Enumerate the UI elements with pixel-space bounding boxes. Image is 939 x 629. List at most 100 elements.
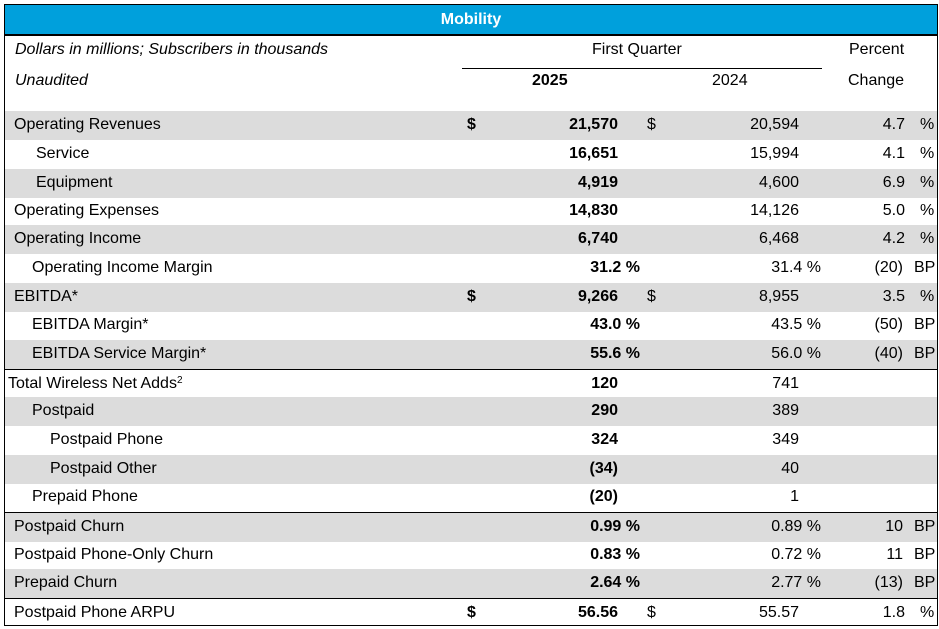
dollar-sign-2025: $ [467,288,476,306]
row-label: EBITDA Margin* [32,316,149,334]
value-2024: 2.77 % [771,574,821,592]
percent-change: 11 [886,546,903,564]
row-label: Service [36,145,90,163]
dollar-sign-2025: $ [467,116,476,134]
change-header-line2: Change [848,72,905,89]
value-2024: 8,955 [758,288,799,306]
value-2025: 21,570 [569,116,618,134]
value-2025: (34) [589,460,618,478]
percent-change: 10 [885,518,903,536]
row-operating-income-margin: Operating Income Margin 31.2 % 31.4 % (2… [5,254,937,283]
table-title: Mobility [5,5,937,36]
unaudited-note: Unaudited [15,72,88,89]
period-underline [462,68,822,69]
change-unit: % [920,230,935,248]
percent-change: (50) [874,316,903,334]
percent-change: 5.0 [882,202,905,220]
value-2024: 40 [781,460,799,478]
value-2024: 31.4 % [771,259,821,277]
row-postpaid: Postpaid 290 389 [5,397,937,426]
value-2024: 0.89 % [771,518,821,536]
value-2025: (20) [589,488,618,506]
value-2024: 389 [772,402,799,420]
change-unit: BP [914,574,936,592]
value-2024: 4,600 [758,174,799,192]
row-postpaid-phone: Postpaid Phone 324 349 [5,426,937,455]
row-label: Operating Income [14,230,142,248]
value-2025: 2.64 % [590,574,640,592]
value-2024: 15,994 [750,145,799,163]
row-label: EBITDA* [14,288,79,306]
value-2025: 55.6 % [590,345,640,363]
change-unit: % [920,145,935,163]
row-postpaid-phone-only-churn: Postpaid Phone-Only Churn 0.83 % 0.72 % … [5,541,937,570]
row-label: Postpaid Churn [14,518,125,536]
value-2025: 16,651 [569,145,618,163]
row-operating-income: Operating Income 6,740 6,468 4.2 % [5,225,937,254]
value-2024: 43.5 % [771,316,821,334]
value-2025: 9,266 [577,288,618,306]
value-2024: 349 [772,431,799,449]
footnote-marker: 2 [176,375,183,387]
value-2025: 43.0 % [590,316,640,334]
row-ebitda-service-margin: EBITDA Service Margin* 55.6 % 56.0 % (40… [5,340,937,369]
value-2025: 0.83 % [590,546,640,564]
row-label: Prepaid Phone [32,488,138,506]
value-2025: 324 [591,431,618,449]
value-2025: 31.2 % [590,259,640,277]
row-label: Postpaid Phone-Only Churn [14,546,214,564]
row-label: Prepaid Churn [14,574,118,592]
dollar-sign-2024: $ [647,288,656,306]
row-postpaid-churn: Postpaid Churn 0.99 % 0.89 % 10 BP [5,512,937,542]
change-unit: % [920,202,935,220]
row-label: Total Wireless Net Adds2 [8,375,183,393]
percent-change: 4.1 [882,145,905,163]
percent-change: (20) [874,259,903,277]
row-label: Equipment [36,174,113,192]
period-header: First Quarter [592,41,682,58]
change-unit: % [920,604,935,622]
dollar-sign-2024: $ [647,116,656,134]
change-unit: BP [914,316,936,334]
value-2025: 0.99 % [590,518,640,536]
row-label: Postpaid [32,402,95,420]
row-label: Operating Income Margin [32,259,213,277]
row-label: Postpaid Phone ARPU [14,604,175,622]
value-2025: 4,919 [577,174,618,192]
value-2025: 6,740 [577,230,618,248]
percent-change: 4.7 [882,116,905,134]
percent-change: 6.9 [882,174,905,192]
value-2025: 290 [591,402,618,420]
change-unit: BP [914,259,936,277]
value-2024: 20,594 [750,116,799,134]
row-postpaid-phone-arpu: Postpaid Phone ARPU $ 56.56 $ 55.57 1.8 … [5,598,937,628]
row-postpaid-other: Postpaid Other (34) 40 [5,455,937,484]
mobility-table: Mobility Dollars in millions; Subscriber… [4,4,938,626]
col-header-2025: 2025 [532,72,568,89]
row-ebitda-margin: EBITDA Margin* 43.0 % 43.5 % (50) BP [5,311,937,340]
value-2024: 0.72 % [771,546,821,564]
value-2025: 14,830 [569,202,618,220]
row-prepaid-phone: Prepaid Phone (20) 1 [5,483,937,512]
percent-change: 3.5 [882,288,905,306]
row-total-wireless-net-adds: Total Wireless Net Adds2 120 741 [5,369,937,399]
percent-change: 4.2 [882,230,905,248]
change-unit: % [920,288,935,306]
row-label: Operating Revenues [14,116,161,134]
value-2024: 1 [790,488,799,506]
change-unit: BP [914,518,936,536]
row-label: EBITDA Service Margin* [32,345,207,363]
row-prepaid-churn: Prepaid Churn 2.64 % 2.77 % (13) BP [5,569,937,598]
row-ebitda: EBITDA* $ 9,266 $ 8,955 3.5 % [5,283,937,312]
row-operating-expenses: Operating Expenses 14,830 14,126 5.0 % [5,197,937,226]
row-equipment: Equipment 4,919 4,600 6.9 % [5,169,937,198]
change-header-line1: Percent [849,41,905,58]
value-2024: 741 [772,375,799,393]
col-header-2024: 2024 [712,72,748,89]
percent-change: (13) [874,574,903,592]
row-label: Operating Expenses [14,202,159,220]
value-2024: 6,468 [758,230,799,248]
value-2025: 120 [591,375,618,393]
value-2025: 56.56 [577,604,618,622]
percent-change: (40) [874,345,903,363]
